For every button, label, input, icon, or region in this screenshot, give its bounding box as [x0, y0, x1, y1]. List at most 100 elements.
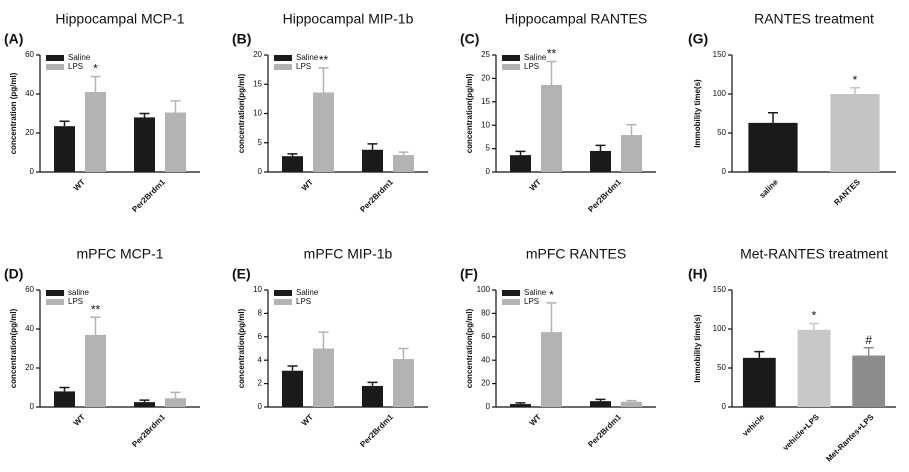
error-bar [59, 120, 70, 127]
error-bar [170, 100, 181, 113]
legend-label: Saline [296, 53, 319, 62]
bar [797, 329, 831, 407]
x-tick-label: vehicle+LPS [781, 412, 821, 452]
y-tick-label: 0 [722, 402, 727, 411]
error-bar [809, 322, 819, 330]
y-tick-label: 0 [486, 402, 491, 411]
x-tick-label: WT [300, 177, 315, 192]
y-tick-label: 60 [25, 50, 34, 59]
error-bar [367, 143, 378, 150]
panel-label: (A) [4, 31, 23, 47]
x-tick-label: Per2Brdm1 [358, 412, 395, 449]
x-tick-label: saline [757, 177, 780, 200]
y-tick-label: 15 [253, 79, 262, 88]
panel-title: Hippocampal MCP-1 [55, 11, 184, 27]
bar [510, 155, 531, 172]
error-bar [754, 350, 765, 358]
significance-mark: * [549, 288, 554, 302]
x-tick-label: RANTES [832, 177, 862, 207]
error-bar [318, 331, 329, 349]
error-bar [170, 391, 181, 399]
legend-swatch [502, 64, 520, 70]
bar [362, 149, 383, 172]
x-tick-label: WT [72, 177, 87, 192]
x-tick-label: Per2Brdm1 [130, 412, 167, 449]
panel-label: (G) [688, 31, 708, 47]
panel-label: (E) [232, 266, 251, 282]
x-tick-label: vehicle [741, 412, 767, 438]
panel-title: RANTES treatment [754, 11, 874, 27]
legend-swatch [502, 299, 520, 305]
x-tick-label: Per2Brdm1 [586, 177, 623, 214]
bar [54, 126, 75, 172]
y-axis-label: Immobility time(s) [693, 79, 702, 148]
error-bar [318, 67, 329, 93]
y-tick-label: 0 [30, 167, 35, 176]
error-bar [595, 144, 606, 151]
y-tick-label: 150 [713, 285, 727, 294]
error-bar [139, 399, 150, 403]
error-bar [595, 398, 606, 402]
significance-mark: * [812, 309, 817, 323]
bar [313, 92, 334, 172]
y-tick-label: 150 [713, 50, 727, 59]
panel-title: Met-RANTES treatment [740, 246, 888, 262]
panel-title: Hippocampal RANTES [505, 11, 647, 27]
y-tick-label: 100 [477, 285, 491, 294]
panel-title: mPFC MIP-1b [304, 246, 393, 262]
panel-label: (F) [460, 266, 478, 282]
y-tick-label: 20 [25, 128, 34, 137]
bar [282, 156, 303, 172]
y-axis-label: concentration(pg/ml) [237, 308, 246, 388]
y-tick-label: 80 [481, 309, 490, 318]
y-tick-label: 15 [481, 97, 490, 106]
y-tick-label: 10 [253, 109, 262, 118]
significance-mark: ** [91, 302, 101, 316]
legend-swatch [502, 290, 520, 296]
x-tick-label: Met-Rantes+LPS [824, 412, 876, 464]
bar [313, 348, 334, 407]
y-tick-label: 4 [258, 355, 263, 364]
error-bar [626, 123, 637, 136]
x-tick-label: Per2Brdm1 [358, 177, 395, 214]
bar [830, 94, 880, 172]
legend-label: Saline [524, 288, 547, 297]
panel-label: (H) [688, 266, 707, 282]
y-tick-label: 6 [258, 332, 263, 341]
significance-mark: # [865, 333, 872, 347]
error-bar [59, 386, 70, 392]
y-tick-label: 100 [713, 324, 727, 333]
x-tick-label: WT [528, 177, 543, 192]
y-tick-label: 100 [713, 89, 727, 98]
legend-swatch [274, 290, 292, 296]
legend-label: LPS [296, 297, 311, 306]
legend-swatch [46, 290, 64, 296]
legend-swatch [274, 299, 292, 305]
bar [510, 404, 531, 407]
y-tick-label: 20 [481, 74, 490, 83]
panel-label: (C) [460, 31, 479, 47]
y-tick-label: 8 [258, 309, 263, 318]
legend-label: Saline [296, 288, 319, 297]
y-tick-label: 5 [486, 144, 491, 153]
bar [134, 117, 155, 172]
panel-label: (B) [232, 31, 251, 47]
error-bar [515, 402, 526, 405]
panel-label: (D) [4, 266, 23, 282]
legend-label: LPS [68, 62, 83, 71]
error-bar [367, 381, 378, 386]
error-bar [515, 150, 526, 156]
y-tick-label: 50 [717, 363, 726, 372]
significance-mark: * [93, 62, 98, 76]
error-bar [287, 153, 298, 157]
y-tick-label: 2 [258, 379, 263, 388]
bar [393, 155, 414, 172]
y-axis-label: concentration(pg/ml) [465, 73, 474, 153]
bar [165, 112, 186, 172]
panel-title: mPFC MCP-1 [76, 246, 163, 262]
bar [134, 402, 155, 407]
bar [621, 401, 642, 407]
error-bar [863, 346, 874, 356]
x-tick-label: Per2Brdm1 [130, 177, 167, 214]
error-bar [90, 316, 101, 335]
